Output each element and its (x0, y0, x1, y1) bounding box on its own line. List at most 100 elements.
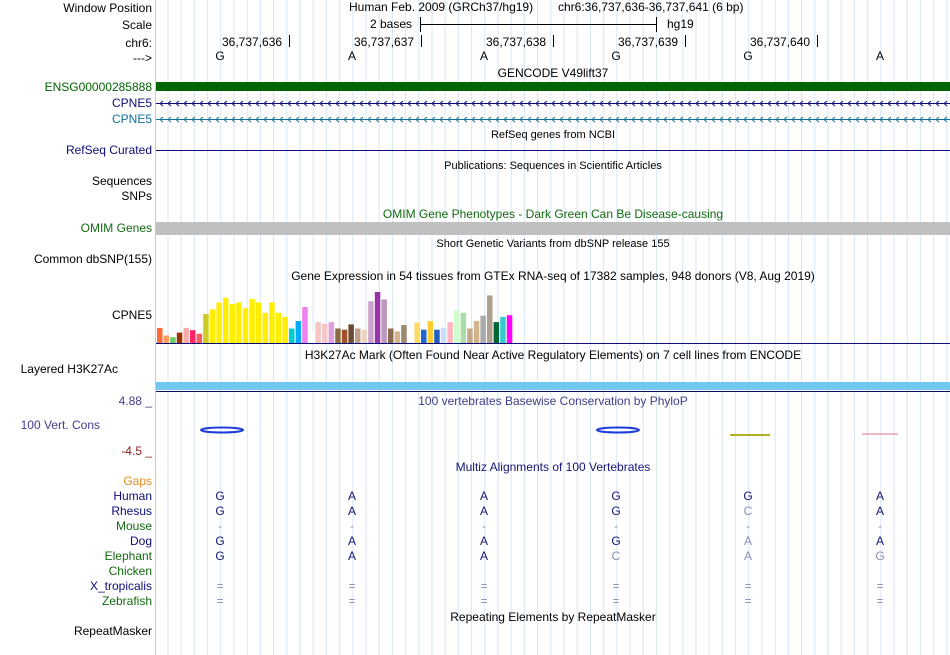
gtex-tissue-bar[interactable] (500, 316, 506, 343)
browser-track-panel[interactable]: Human Feb. 2009 (GRCh37/hg19) chr6:36,73… (156, 0, 950, 655)
strand-chevron (319, 116, 324, 123)
gtex-tissue-bar[interactable] (315, 322, 321, 343)
gtex-tissue-bar[interactable] (216, 302, 222, 343)
gtex-tissue-bar[interactable] (176, 332, 183, 343)
gtex-tissue-bar[interactable] (473, 321, 480, 343)
alignment-base: A (875, 504, 884, 518)
strand-chevron (551, 100, 556, 107)
gtex-tissue-bar[interactable] (414, 322, 420, 343)
gtex-tissue-bar[interactable] (480, 315, 486, 343)
alignment-base: = (612, 579, 620, 593)
phylop-glyph-1 (200, 426, 244, 434)
strand-chevron (479, 100, 484, 107)
gtex-tissue-bar[interactable] (269, 302, 275, 343)
gtex-tissue-bar[interactable] (295, 321, 302, 343)
gtex-tissue-bar[interactable] (209, 309, 216, 343)
gtex-tissue-bar[interactable] (361, 329, 368, 343)
species-label-mouse[interactable]: Mouse (115, 519, 152, 533)
gtex-tissue-bar[interactable] (388, 328, 394, 344)
gtex-tissue-bar[interactable] (368, 301, 374, 343)
strand-chevron (679, 100, 684, 107)
gtex-tissue-bar[interactable] (322, 323, 328, 343)
species-label-zebrafish[interactable]: Zebrafish (101, 594, 152, 608)
gtex-tissue-bar[interactable] (308, 332, 315, 343)
gtex-tissue-bar[interactable] (203, 314, 209, 343)
snps-label[interactable]: SNPs (121, 189, 152, 203)
gtex-tissue-bar[interactable] (407, 332, 414, 343)
gtex-tissue-bar[interactable] (157, 327, 163, 343)
gtex-tissue-bar[interactable] (460, 312, 467, 343)
gtex-tissue-bar[interactable] (467, 328, 473, 344)
gtex-tissue-bar[interactable] (427, 321, 434, 343)
gtex-tissue-bar[interactable] (374, 292, 381, 343)
gtex-tissue-bar[interactable] (229, 304, 236, 343)
strand-chevron (703, 100, 708, 107)
cpne5-label-a[interactable]: CPNE5 (111, 96, 152, 110)
gtex-tissue-bar[interactable] (275, 312, 282, 343)
gtex-tissue-bar[interactable] (256, 302, 262, 343)
strand-chevron (847, 116, 852, 123)
gtex-tissue-bar[interactable] (183, 327, 189, 343)
gtex-tissue-bar[interactable] (249, 298, 255, 343)
h3k27ac-label[interactable]: Layered H3K27Ac (20, 362, 118, 376)
strand-chevron (943, 116, 948, 123)
gtex-tissue-bar[interactable] (421, 329, 427, 343)
species-label-x-tropicalis[interactable]: X_tropicalis (89, 579, 152, 593)
gencode-id-label[interactable]: ENSG00000285888 (44, 80, 152, 94)
omim-label[interactable]: OMIM Genes (80, 221, 152, 235)
gtex-gene-label[interactable]: CPNE5 (111, 308, 152, 322)
strand-chevron (751, 116, 756, 123)
strand-chevron (423, 116, 428, 123)
ruler-tick-label: 36,737,636 (222, 35, 283, 49)
gtex-tissue-bar[interactable] (163, 335, 170, 344)
gtex-tissue-bar[interactable] (236, 302, 242, 343)
gtex-tissue-bar[interactable] (454, 310, 460, 344)
chrom-label: chr6: (125, 36, 152, 50)
strand-chevron (887, 100, 892, 107)
alignment-base: A (875, 534, 884, 548)
dbsnp-label[interactable]: Common dbSNP(155) (33, 252, 152, 266)
gtex-tissue-bar[interactable] (355, 328, 361, 344)
strand-chevron (383, 116, 388, 123)
species-label-human[interactable]: Human (113, 489, 152, 503)
gtex-tissue-bar[interactable] (493, 322, 500, 343)
gtex-tissue-bar[interactable] (506, 315, 513, 343)
alignment-base: G (611, 534, 621, 548)
gtex-tissue-bar[interactable] (223, 297, 229, 343)
species-label-dog[interactable]: Dog (129, 534, 152, 548)
gtex-tissue-bar[interactable] (341, 329, 348, 343)
species-label-rhesus[interactable]: Rhesus (111, 504, 152, 518)
gtex-tissue-bar[interactable] (282, 316, 288, 343)
cpne5-label-b[interactable]: CPNE5 (111, 112, 152, 126)
gtex-tissue-bar[interactable] (348, 324, 354, 343)
gtex-tissue-bar[interactable] (289, 328, 295, 344)
gtex-tissue-bar[interactable] (190, 330, 196, 343)
species-label-chicken[interactable]: Chicken (108, 564, 152, 578)
gtex-tissue-bar[interactable] (242, 308, 249, 343)
gtex-tissue-bar[interactable] (335, 328, 341, 344)
strand-chevron (511, 100, 516, 107)
strand-chevron (511, 116, 516, 123)
sequences-label[interactable]: Sequences (91, 174, 152, 188)
gtex-tissue-bar[interactable] (328, 322, 335, 343)
phylop-name-label[interactable]: 100 Vert. Cons (20, 418, 100, 432)
alignment-base: C (611, 549, 621, 563)
species-label-elephant[interactable]: Elephant (104, 549, 152, 563)
gtex-tissue-bar[interactable] (170, 337, 176, 343)
position-readout[interactable]: chr6:36,737,636-36,737,641 (6 bp) (558, 0, 744, 14)
repeatmasker-label[interactable]: RepeatMasker (73, 624, 152, 638)
gtex-tissue-bar[interactable] (487, 295, 493, 343)
gtex-tissue-bar[interactable] (394, 331, 401, 343)
gtex-tissue-bar[interactable] (447, 322, 453, 343)
gtex-tissue-bar[interactable] (440, 327, 447, 343)
gtex-tissue-bar[interactable] (434, 329, 440, 343)
strand-chevron (743, 100, 748, 107)
gtex-tissue-bar[interactable] (196, 333, 203, 343)
gtex-tissue-bar[interactable] (401, 325, 407, 343)
refseq-label[interactable]: RefSeq Curated (65, 143, 152, 157)
h3k27ac-signal-bar (156, 382, 950, 390)
gtex-tissue-bar[interactable] (302, 307, 308, 343)
gtex-tissue-bar[interactable] (381, 299, 387, 344)
gtex-tissue-bar[interactable] (262, 312, 269, 343)
gaps-label[interactable]: Gaps (123, 474, 152, 488)
